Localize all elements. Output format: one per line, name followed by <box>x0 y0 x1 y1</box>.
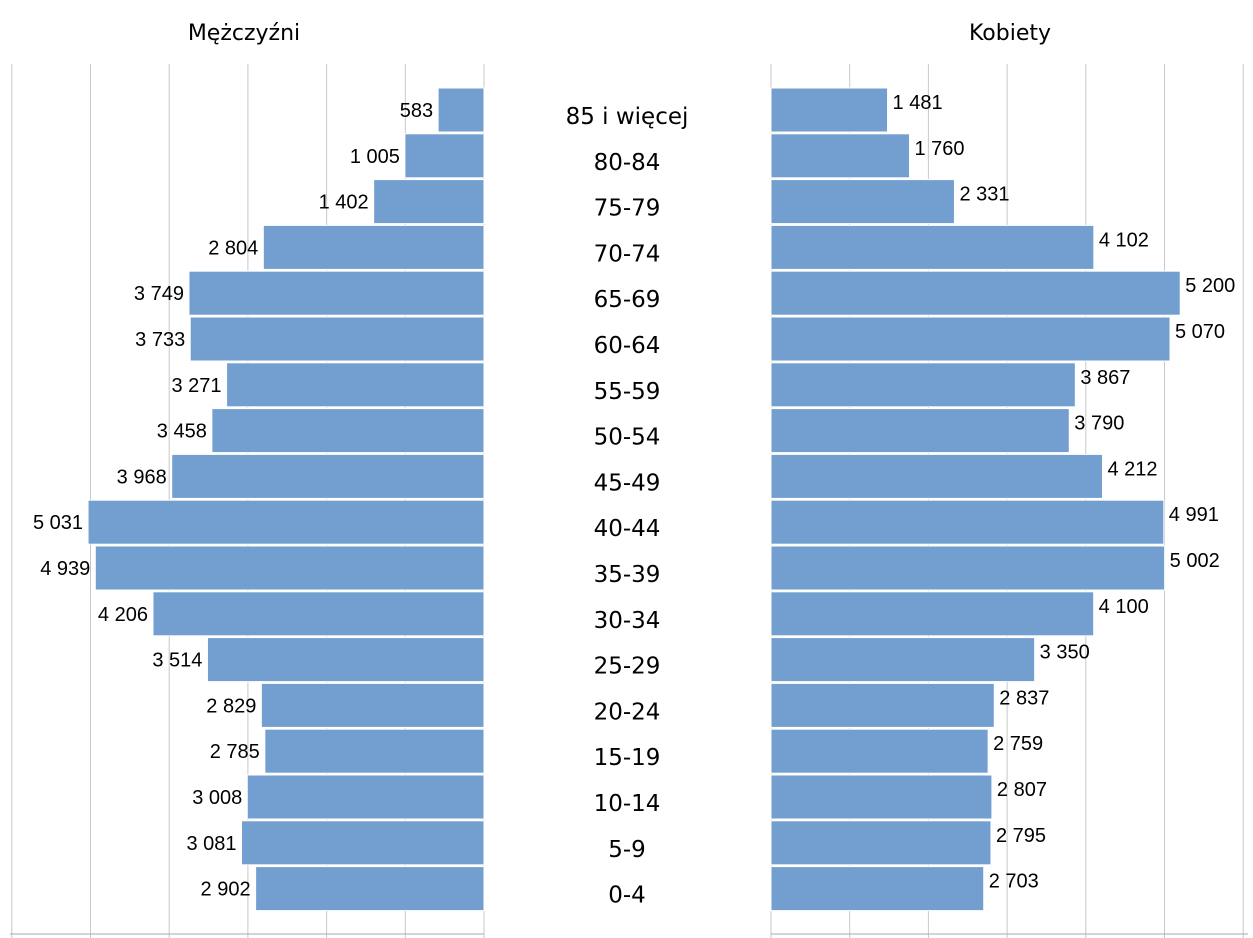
males-panel-title: Mężczyźni <box>188 21 300 46</box>
male-bar <box>373 179 485 225</box>
male-value-label: 3 271 <box>172 375 222 397</box>
male-value-label: 3 514 <box>152 650 202 672</box>
female-bar <box>770 408 1070 454</box>
female-value-label: 1 760 <box>915 138 965 160</box>
female-bar <box>770 682 995 728</box>
age-group-label: 75-79 <box>594 196 661 222</box>
age-group-label: 10-14 <box>594 791 661 817</box>
females-panel-title: Kobiety <box>969 21 1051 46</box>
female-value-label: 3 350 <box>1040 642 1090 664</box>
male-bar <box>241 820 485 866</box>
male-value-label: 2 829 <box>206 695 256 717</box>
male-bar <box>188 270 485 316</box>
female-bar <box>770 362 1076 408</box>
female-value-label: 5 200 <box>1185 275 1235 297</box>
male-bar <box>255 866 485 912</box>
female-bar <box>770 866 985 912</box>
age-group-label: 35-39 <box>594 562 661 588</box>
female-value-label: 2 331 <box>959 184 1009 206</box>
male-value-label: 4 939 <box>40 558 90 580</box>
female-value-label: 5 002 <box>1170 550 1220 572</box>
age-group-label: 85 i więcej <box>566 104 689 130</box>
males-bar-panel: 583 1 005 1 402 2 804 3 749 3 733 3 271 3 458 3 … <box>10 64 485 938</box>
male-value-label: 3 749 <box>134 283 184 305</box>
male-bar <box>171 453 485 499</box>
female-bar <box>770 133 911 179</box>
female-bar <box>770 637 1036 683</box>
female-value-label: 2 703 <box>989 871 1039 893</box>
female-bar <box>770 774 993 820</box>
female-value-label: 2 807 <box>997 779 1047 801</box>
age-group-label: 55-59 <box>594 379 661 405</box>
age-group-label: 25-29 <box>594 654 661 680</box>
female-value-label: 3 790 <box>1074 413 1124 435</box>
age-group-label: 5-9 <box>608 837 646 863</box>
female-bar <box>770 87 889 133</box>
female-bar <box>770 545 1166 591</box>
male-value-label: 2 785 <box>210 741 260 763</box>
female-bar <box>770 499 1165 545</box>
male-value-label: 3 968 <box>117 466 167 488</box>
age-group-labels: 85 i więcej 80-84 75-79 70-74 65-69 60-64 55-5… <box>566 104 689 909</box>
age-group-label: 20-24 <box>594 699 661 725</box>
male-value-label: 583 <box>400 100 433 122</box>
female-value-label: 4 991 <box>1169 504 1219 526</box>
male-bar <box>94 545 485 591</box>
male-value-label: 1 402 <box>319 192 369 214</box>
female-bar <box>770 820 992 866</box>
male-value-label: 5 031 <box>33 512 83 534</box>
female-bar <box>770 453 1103 499</box>
male-bar <box>260 682 485 728</box>
male-value-label: 4 206 <box>98 604 148 626</box>
male-bar <box>211 408 485 454</box>
females-bar-panel: 1 481 1 760 2 331 4 102 5 200 5 070 3 867 3 790… <box>770 64 1248 938</box>
male-value-label: 3 458 <box>157 421 207 443</box>
female-bar <box>770 591 1095 637</box>
male-value-label: 1 005 <box>350 146 400 168</box>
female-value-label: 1 481 <box>893 92 943 114</box>
female-value-label: 5 070 <box>1175 321 1225 343</box>
male-value-label: 3 733 <box>135 329 185 351</box>
female-value-label: 2 795 <box>996 825 1046 847</box>
age-group-label: 15-19 <box>594 745 661 771</box>
age-group-label: 40-44 <box>594 516 661 542</box>
male-bar <box>437 87 485 133</box>
male-value-label: 3 081 <box>186 833 236 855</box>
female-value-label: 2 837 <box>999 687 1049 709</box>
age-group-label: 65-69 <box>594 287 661 313</box>
age-group-label: 45-49 <box>594 470 661 496</box>
male-value-label: 3 008 <box>192 787 242 809</box>
female-bar <box>770 728 989 774</box>
male-value-label: 2 804 <box>208 237 258 259</box>
male-bar <box>264 728 485 774</box>
female-value-label: 4 100 <box>1099 596 1149 618</box>
age-group-label: 60-64 <box>594 333 661 359</box>
male-bar <box>87 499 485 545</box>
female-bar <box>770 224 1095 270</box>
age-group-label: 70-74 <box>594 241 661 267</box>
male-bar <box>404 133 485 179</box>
age-group-label: 0-4 <box>608 883 646 909</box>
male-bar <box>189 316 485 362</box>
female-value-label: 3 867 <box>1080 367 1130 389</box>
female-value-label: 4 212 <box>1107 458 1157 480</box>
female-bar <box>770 270 1181 316</box>
age-group-label: 50-54 <box>594 425 661 451</box>
male-bar <box>152 591 485 637</box>
female-value-label: 4 102 <box>1099 229 1149 251</box>
male-bar <box>262 224 485 270</box>
male-value-label: 2 902 <box>201 879 251 901</box>
male-bar <box>206 637 485 683</box>
male-bar <box>226 362 485 408</box>
age-group-label: 30-34 <box>594 608 661 634</box>
female-value-label: 2 759 <box>993 733 1043 755</box>
female-bar <box>770 179 955 225</box>
female-bar <box>770 316 1171 362</box>
age-group-label: 80-84 <box>594 150 661 176</box>
male-bar <box>246 774 485 820</box>
